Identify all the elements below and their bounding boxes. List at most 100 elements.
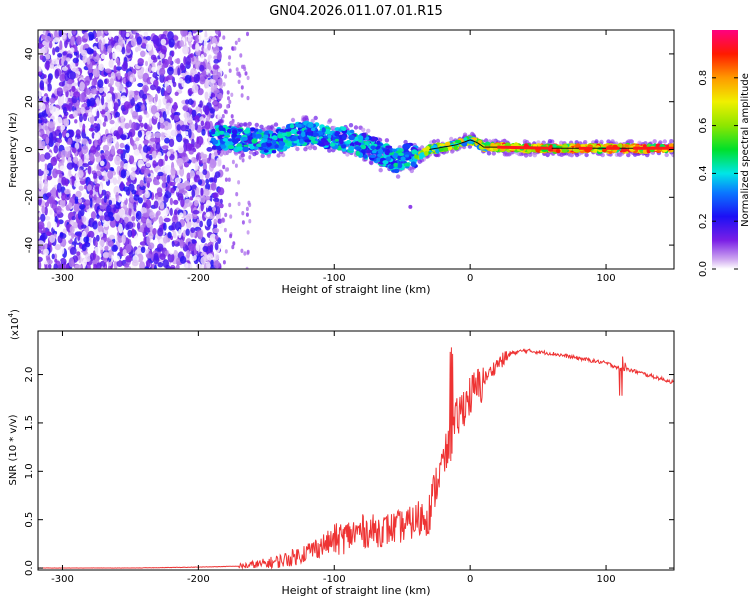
heatmap-cell [143, 110, 148, 115]
heatmap-cell [123, 163, 130, 170]
heatmap-cell [182, 105, 189, 112]
heatmap-cell [54, 30, 58, 39]
heatmap-cell [176, 257, 181, 266]
heatmap-cell [93, 194, 97, 201]
heatmap-cell [200, 152, 204, 158]
heatmap-cell [213, 55, 218, 60]
heatmap-cell [360, 144, 367, 150]
heatmap-cell [435, 138, 441, 144]
heatmap-cell [105, 93, 111, 104]
heatmap-cell [167, 122, 172, 130]
heatmap-cell [100, 42, 104, 51]
heatmap-cell [662, 139, 667, 144]
heatmap-cell [79, 113, 83, 123]
heatmap-cell [176, 157, 184, 167]
heatmap-cell [160, 131, 165, 141]
heatmap-cell [313, 115, 318, 121]
heatmap-cell [184, 74, 192, 84]
heatmap-cell [160, 45, 167, 55]
heatmap-cell [140, 215, 148, 224]
heatmap-cell [133, 145, 137, 150]
heatmap-cell [178, 195, 184, 201]
heatmap-cell [187, 98, 194, 105]
heatmap-cell [125, 32, 130, 38]
heatmap-cell [90, 145, 97, 155]
heatmap-cell [376, 140, 381, 145]
heatmap-cell [171, 50, 175, 57]
heatmap-cell [100, 160, 105, 167]
heatmap-cell [602, 148, 607, 153]
heatmap-cell [249, 145, 255, 150]
heatmap-cell [103, 222, 109, 228]
heatmap-cell [116, 148, 124, 155]
heatmap-cell [210, 259, 214, 267]
heatmap-cell [168, 246, 175, 255]
heatmap-cell [221, 114, 225, 119]
heatmap-cell [214, 253, 220, 261]
colorbar-ticks: 0.00.20.40.60.8 [698, 70, 738, 277]
heatmap-cell [159, 253, 166, 260]
heatmap-cell [184, 192, 189, 198]
heatmap-cell [257, 129, 263, 134]
heatmap-cell [158, 158, 164, 167]
heatmap-cell [60, 246, 65, 255]
heatmap-cell [348, 123, 354, 128]
heatmap-cell [307, 123, 314, 128]
heatmap-cell [208, 177, 214, 183]
heatmap-cell [81, 129, 87, 139]
heatmap-cell [217, 42, 223, 47]
heatmap-cell [240, 85, 244, 90]
heatmap-cell [424, 151, 429, 156]
heatmap-cell [81, 244, 87, 252]
heatmap-cell [222, 137, 228, 142]
heatmap-cell [123, 263, 130, 268]
heatmap-cell [206, 79, 210, 89]
heatmap-cell [40, 213, 46, 222]
heatmap-cell [236, 71, 240, 77]
heatmap-cell [145, 162, 151, 168]
heatmap-cell [262, 134, 269, 140]
heatmap-cell [200, 120, 205, 127]
heatmap-cell [53, 230, 58, 235]
heatmap-cell [160, 38, 167, 46]
heatmap-cell [45, 96, 50, 102]
heatmap-cell [143, 144, 149, 154]
heatmap-cell [302, 117, 307, 122]
heatmap-cell [167, 31, 174, 41]
heatmap-cell [400, 156, 406, 162]
heatmap-cell [63, 209, 68, 217]
heatmap-cell [102, 135, 106, 143]
heatmap-cell [204, 196, 211, 201]
heatmap-cell [241, 220, 245, 225]
heatmap-cell [171, 240, 175, 247]
heatmap-cell [100, 53, 106, 60]
heatmap-cell [283, 139, 289, 144]
heatmap-cell [125, 224, 130, 231]
heatmap-cell [129, 76, 133, 82]
heatmap-cell [214, 234, 219, 241]
heatmap-cell [138, 114, 143, 121]
heatmap-cell [192, 210, 200, 215]
heatmap-cell [93, 46, 98, 51]
heatmap-cell [200, 187, 204, 196]
heatmap-cell [186, 249, 191, 259]
heatmap-cell [125, 255, 133, 263]
heatmap-cell [187, 30, 194, 33]
heatmap-cell [137, 159, 144, 169]
heatmap-cell [240, 248, 244, 253]
heatmap-cell [71, 216, 76, 221]
heatmap-cell [195, 42, 200, 52]
heatmap-cell [179, 212, 184, 218]
heatmap-cell [190, 227, 196, 234]
heatmap-cell [108, 251, 112, 259]
heatmap-cell [191, 84, 199, 93]
heatmap-cell [261, 142, 268, 148]
heatmap-cell [454, 139, 462, 144]
heatmap-cell [235, 192, 239, 197]
heatmap-cell [74, 231, 82, 236]
x-tick-label: 100 [597, 574, 616, 585]
heatmap-cell [213, 151, 219, 157]
heatmap-cell [171, 112, 175, 121]
heatmap-cell [168, 38, 175, 48]
heatmap-cell [65, 132, 70, 138]
